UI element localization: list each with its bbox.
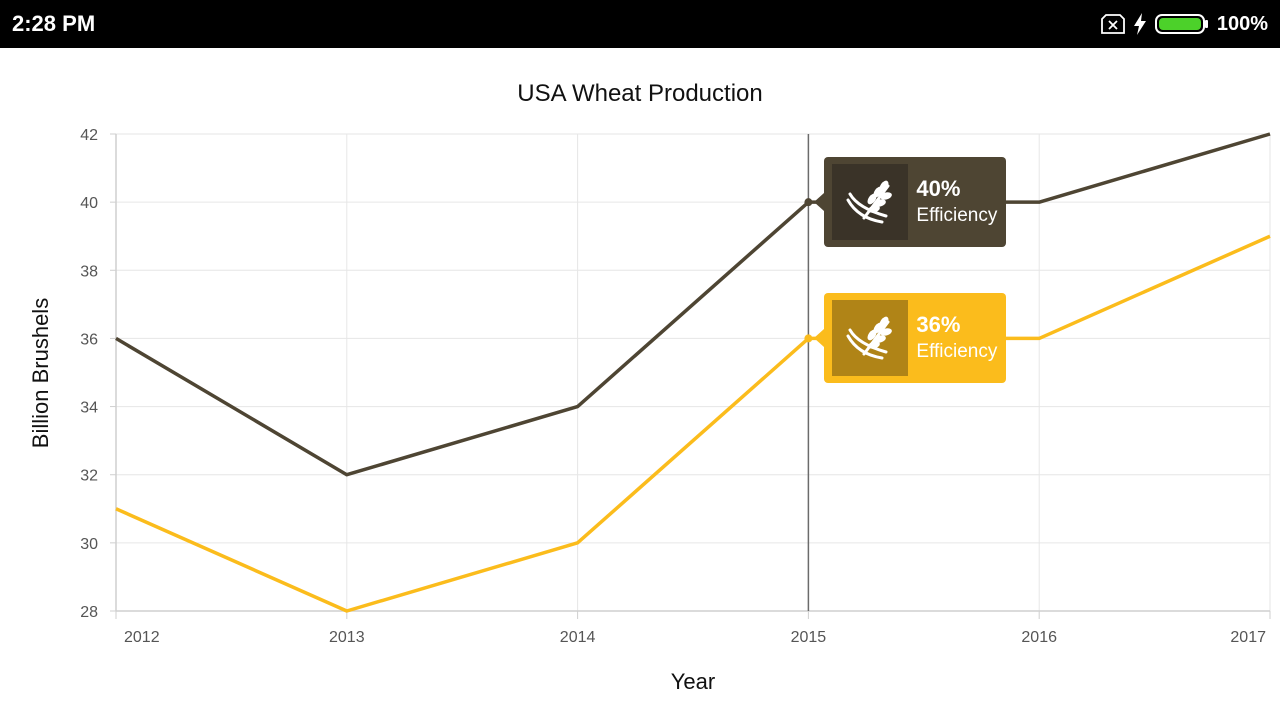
wheat-icon bbox=[832, 164, 909, 241]
y-tick-label: 34 bbox=[80, 400, 98, 417]
battery-icon bbox=[1154, 13, 1209, 35]
x-tick-label: 2014 bbox=[560, 629, 596, 646]
wheat-icon bbox=[832, 300, 909, 377]
series-line-1 bbox=[115, 132, 1271, 477]
y-tick-label: 36 bbox=[80, 331, 98, 348]
x-axis-title: Year bbox=[671, 669, 715, 694]
line-chart: USA Wheat Production 28 30 32 34 36 38 40 42 201… bbox=[28, 80, 1271, 694]
y-tick-label: 32 bbox=[80, 468, 98, 485]
battery-percent: 100% bbox=[1216, 12, 1268, 35]
axes bbox=[110, 133, 1271, 619]
x-tick-label: 2017 bbox=[1230, 629, 1266, 646]
charging-bolt-icon bbox=[1133, 13, 1147, 35]
y-tick-label: 42 bbox=[80, 127, 98, 144]
x-tick-label: 2013 bbox=[329, 629, 365, 646]
tooltip-pointer bbox=[814, 329, 825, 348]
tooltip-label: Efficiency bbox=[916, 341, 998, 363]
tooltip-series-2: 36% Efficiency bbox=[814, 293, 1007, 384]
status-bar: 2:28 PM 100% bbox=[0, 0, 1280, 48]
tooltip-pointer bbox=[814, 193, 825, 212]
x-tick-label: 2015 bbox=[791, 629, 827, 646]
series-2-marker bbox=[804, 334, 813, 343]
y-tick-label: 38 bbox=[80, 263, 98, 280]
sim-card-x-icon bbox=[1100, 14, 1125, 34]
tooltip-label: Efficiency bbox=[916, 205, 998, 227]
series-lines bbox=[115, 132, 1271, 613]
tooltip-value: 40% bbox=[916, 176, 961, 202]
y-tick-label: 40 bbox=[80, 195, 98, 212]
status-time: 2:28 PM bbox=[12, 11, 96, 36]
x-tick-label: 2012 bbox=[124, 629, 160, 646]
y-tick-label: 30 bbox=[80, 536, 98, 553]
y-tick-label: 28 bbox=[80, 604, 98, 621]
x-tick-label: 2016 bbox=[1021, 629, 1057, 646]
series-1-marker bbox=[804, 198, 813, 207]
tooltip-series-1: 40% Efficiency bbox=[814, 157, 1007, 248]
tooltip-value: 36% bbox=[916, 312, 961, 338]
status-icons: 100% bbox=[1100, 12, 1268, 36]
chart-title: USA Wheat Production bbox=[517, 80, 762, 107]
y-axis-title: Billion Brushels bbox=[28, 298, 53, 448]
grid-lines bbox=[115, 133, 1271, 612]
tick-labels: 28 30 32 34 36 38 40 42 2012 2013 2014 2015 2016 2017 bbox=[80, 127, 1266, 646]
series-line-2 bbox=[115, 234, 1271, 613]
